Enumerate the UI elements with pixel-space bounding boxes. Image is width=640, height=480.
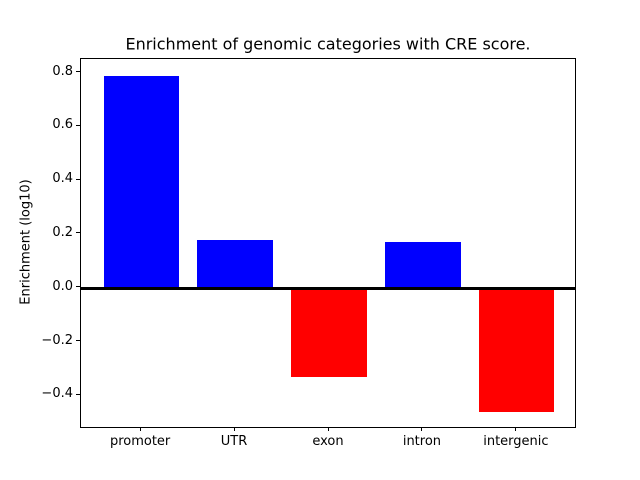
bar-intergenic: [479, 288, 555, 412]
x-tick-mark: [515, 427, 517, 432]
y-tick-label: 0.8: [52, 63, 73, 79]
y-tick-mark: [76, 286, 80, 288]
y-tick-label: 0.0: [52, 278, 73, 294]
x-tick-label-intron: intron: [402, 434, 442, 450]
y-tick-label: 0.6: [52, 117, 73, 133]
x-tick-mark: [233, 427, 235, 432]
y-tick-mark: [76, 71, 80, 73]
x-tick-mark: [327, 427, 329, 432]
chart-title: Enrichment of genomic categories with CR…: [125, 34, 531, 54]
y-tick-mark: [76, 393, 80, 395]
y-tick-mark: [76, 340, 80, 341]
y-tick-label: −0.4: [41, 386, 73, 402]
x-tick-mark: [139, 427, 141, 432]
bar-exon: [291, 288, 367, 377]
x-tick-label-exon: exon: [312, 434, 344, 450]
x-tick-label-UTR: UTR: [220, 434, 248, 450]
y-tick-label: −0.2: [41, 332, 73, 348]
y-tick-mark: [76, 124, 80, 126]
plot-area: [80, 58, 576, 428]
bar-intron: [385, 242, 461, 289]
y-tick-mark: [76, 178, 80, 180]
bar-promoter: [103, 75, 179, 289]
x-tick-mark: [421, 427, 423, 432]
x-tick-label-promoter: promoter: [109, 434, 171, 450]
x-tick-label-intergenic: intergenic: [483, 434, 549, 450]
bar-UTR: [197, 239, 273, 289]
y-tick-mark: [76, 232, 80, 234]
y-tick-label: 0.4: [52, 171, 73, 187]
zero-line: [81, 286, 575, 290]
y-tick-label: 0.2: [52, 224, 73, 240]
